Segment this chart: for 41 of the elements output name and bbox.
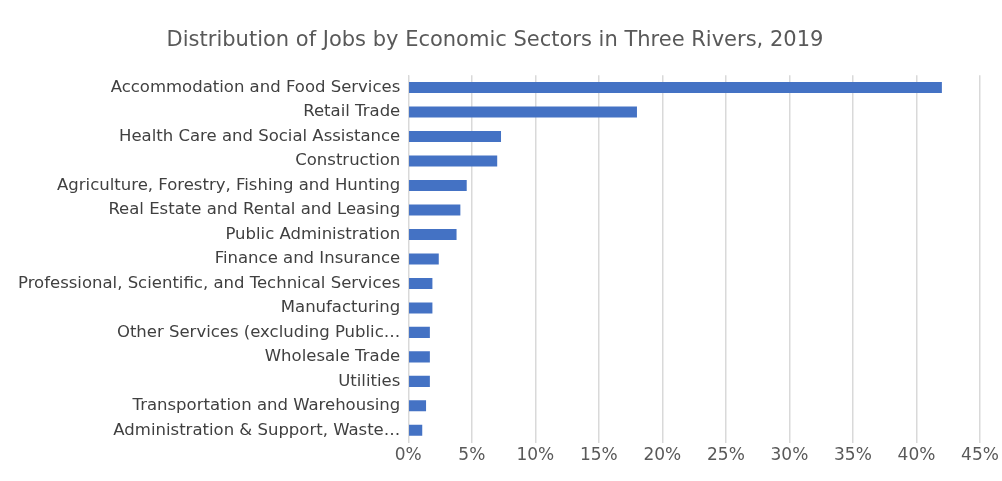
y-tick-label: Transportation and Warehousing (131, 395, 401, 415)
y-tick-label: Finance and Insurance (214, 248, 401, 268)
x-tick-label: 15% (579, 444, 618, 465)
bar (409, 277, 433, 289)
x-tick-label: 30% (770, 444, 809, 465)
x-tick-label: 35% (834, 444, 872, 465)
bar (409, 351, 430, 363)
y-tick-label: Wholesale Trade (264, 346, 401, 366)
bar (409, 302, 433, 314)
x-tick-label: 25% (707, 444, 745, 465)
x-tick-label: 20% (643, 444, 682, 465)
bar (409, 253, 439, 265)
bar (409, 228, 457, 240)
y-tick-label: Retail Trade (303, 101, 401, 121)
y-tick-label: Accommodation and Food Services (110, 76, 401, 96)
y-tick-label: Utilities (338, 370, 401, 390)
bar (409, 155, 498, 167)
bar (409, 204, 461, 216)
bar (409, 424, 423, 436)
bar (409, 326, 430, 338)
bar (409, 130, 502, 142)
y-tick-label: Public Administration (225, 223, 401, 243)
x-tick-label: 5% (458, 444, 486, 465)
x-tick-label: 10% (516, 444, 555, 465)
y-tick-label: Health Care and Social Assistance (119, 125, 401, 145)
chart-title: Distribution of Jobs by Economic Sectors in Three Rivers, 2019 (166, 27, 824, 52)
bar (409, 179, 467, 191)
bar (409, 400, 427, 412)
y-tick-label: Agriculture, Forestry, Fishing and Hunting (57, 174, 401, 194)
y-tick-label: Manufacturing (280, 297, 401, 317)
y-tick-label: Other Services (excluding Public… (116, 321, 401, 341)
x-tick-label: 0% (394, 444, 422, 465)
y-tick-label: Professional, Scientific, and Technical Services (17, 272, 401, 292)
bar (409, 375, 430, 387)
x-tick-label: 40% (897, 444, 936, 465)
y-tick-label: Construction (295, 150, 401, 170)
bar (409, 81, 942, 93)
y-tick-label: Administration & Support, Waste… (113, 419, 401, 439)
bar (409, 106, 637, 118)
x-tick-label: 45% (961, 444, 999, 465)
y-tick-label: Real Estate and Rental and Leasing (108, 199, 401, 219)
